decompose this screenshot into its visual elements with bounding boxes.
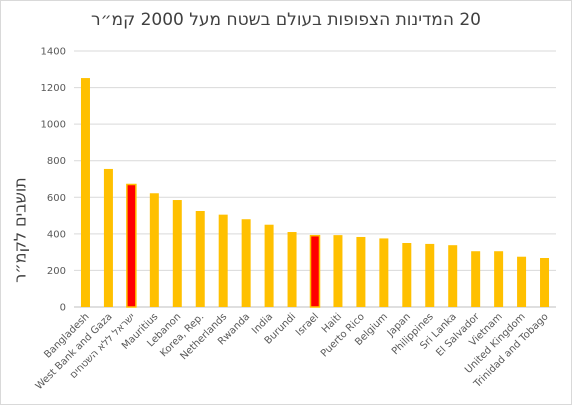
bar [80, 78, 90, 307]
bar [241, 219, 251, 307]
bar [471, 251, 481, 307]
bar [402, 243, 412, 307]
y-tick-label: 800 [47, 156, 66, 167]
bar [517, 256, 527, 307]
bar [172, 200, 182, 307]
bar [494, 251, 504, 307]
y-tick-label: 1200 [41, 83, 66, 94]
y-tick-label: 400 [47, 229, 66, 240]
bar [195, 211, 205, 307]
bar-highlighted [126, 183, 137, 308]
chart-title: 20 המדינות הצפופות בעולם בשטח מעל 2000 ק… [90, 10, 481, 30]
bar [287, 232, 297, 307]
bar [103, 168, 113, 307]
bar [218, 214, 228, 307]
bar-highlighted [309, 234, 321, 308]
bar [333, 235, 343, 307]
y-tick-label: 1000 [41, 120, 66, 131]
y-tick-label: 0 [60, 303, 66, 314]
bar [379, 238, 389, 307]
bar [448, 245, 458, 307]
x-tick-label: Israel [294, 311, 321, 338]
bar [149, 193, 159, 307]
y-tick-label: 1400 [41, 47, 66, 58]
bar [264, 224, 274, 307]
y-tick-label: 200 [47, 266, 66, 277]
bar [356, 236, 366, 307]
bar [540, 257, 550, 307]
y-tick-label: 600 [47, 193, 66, 204]
bar [425, 243, 435, 307]
